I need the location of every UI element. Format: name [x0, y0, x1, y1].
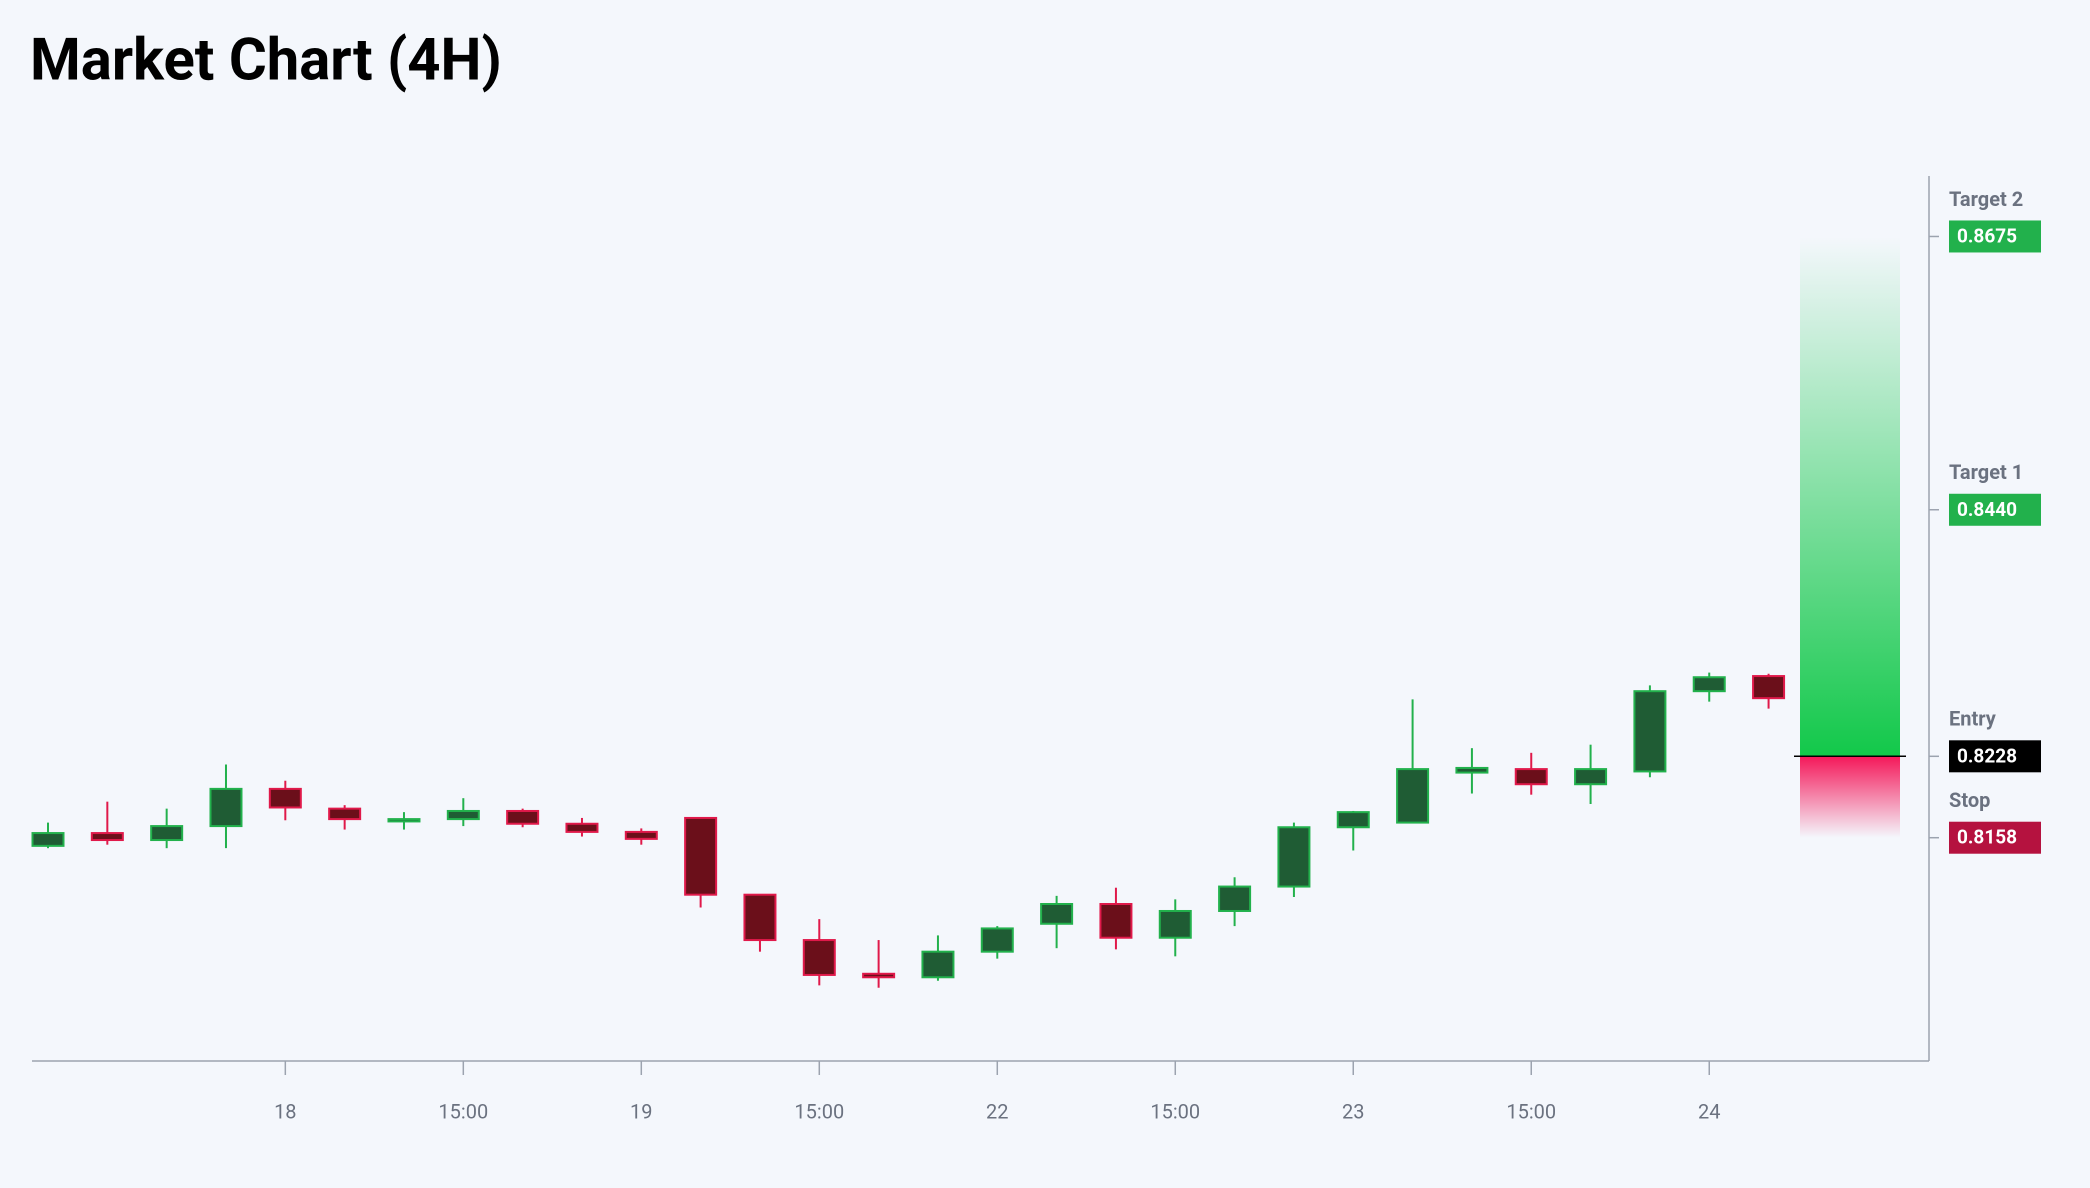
candle-body	[1633, 690, 1667, 773]
candle-body	[328, 807, 362, 821]
candle-body	[387, 818, 421, 823]
profit-zone	[1800, 236, 1900, 757]
x-tick-label: 24	[1698, 1099, 1720, 1123]
level-badge	[1949, 220, 2041, 253]
candle-body	[1514, 768, 1548, 786]
level-badge	[1949, 493, 2041, 526]
x-tick-label: 15:00	[438, 1099, 488, 1123]
candle-body	[31, 832, 65, 847]
x-tick-label: 15:00	[794, 1099, 844, 1123]
x-tick-label: 15:00	[1506, 1099, 1556, 1123]
candle-body	[1692, 676, 1726, 693]
level-value: 0.8675	[1957, 224, 2017, 247]
level-badge	[1949, 740, 2041, 773]
candle-body	[1752, 675, 1786, 700]
x-tick-label: 23	[1342, 1099, 1364, 1123]
level-name: Stop	[1949, 788, 1990, 812]
candle-body	[624, 830, 658, 840]
candle-body	[743, 893, 777, 942]
candle-body	[446, 809, 480, 821]
candle-body	[862, 972, 896, 979]
level-name: Entry	[1949, 707, 1997, 731]
candle-body	[1336, 811, 1370, 829]
candle-body	[565, 822, 599, 833]
candle-body	[980, 927, 1014, 953]
candle-body	[1396, 768, 1430, 824]
candle-body	[209, 787, 243, 828]
x-tick-label: 22	[986, 1099, 1008, 1123]
candle-body	[1455, 766, 1489, 774]
candle-body	[90, 832, 124, 842]
candle-body	[802, 939, 836, 976]
level-value: 0.8228	[1957, 744, 2017, 767]
x-tick-label: 15:00	[1150, 1099, 1200, 1123]
candle-body	[1099, 903, 1133, 939]
candle-body	[1574, 768, 1608, 786]
loss-zone	[1800, 756, 1900, 838]
x-tick-label: 19	[630, 1099, 652, 1123]
level-name: Target 2	[1949, 187, 2023, 211]
candle-body	[506, 809, 540, 825]
candle-body	[1040, 903, 1074, 925]
candle-body	[268, 787, 302, 809]
candle-body	[150, 825, 184, 842]
level-name: Target 1	[1949, 460, 2023, 484]
candle-body	[684, 816, 718, 896]
level-value: 0.8158	[1957, 826, 2017, 849]
candle-body	[1277, 826, 1311, 888]
chart-title: Market Chart (4H)	[30, 26, 502, 94]
candle-body	[1218, 885, 1252, 912]
level-value: 0.8440	[1957, 498, 2017, 521]
x-tick-label: 18	[274, 1099, 296, 1123]
candle-body	[921, 950, 955, 979]
candle-body	[1158, 909, 1192, 939]
level-badge	[1949, 821, 2041, 854]
